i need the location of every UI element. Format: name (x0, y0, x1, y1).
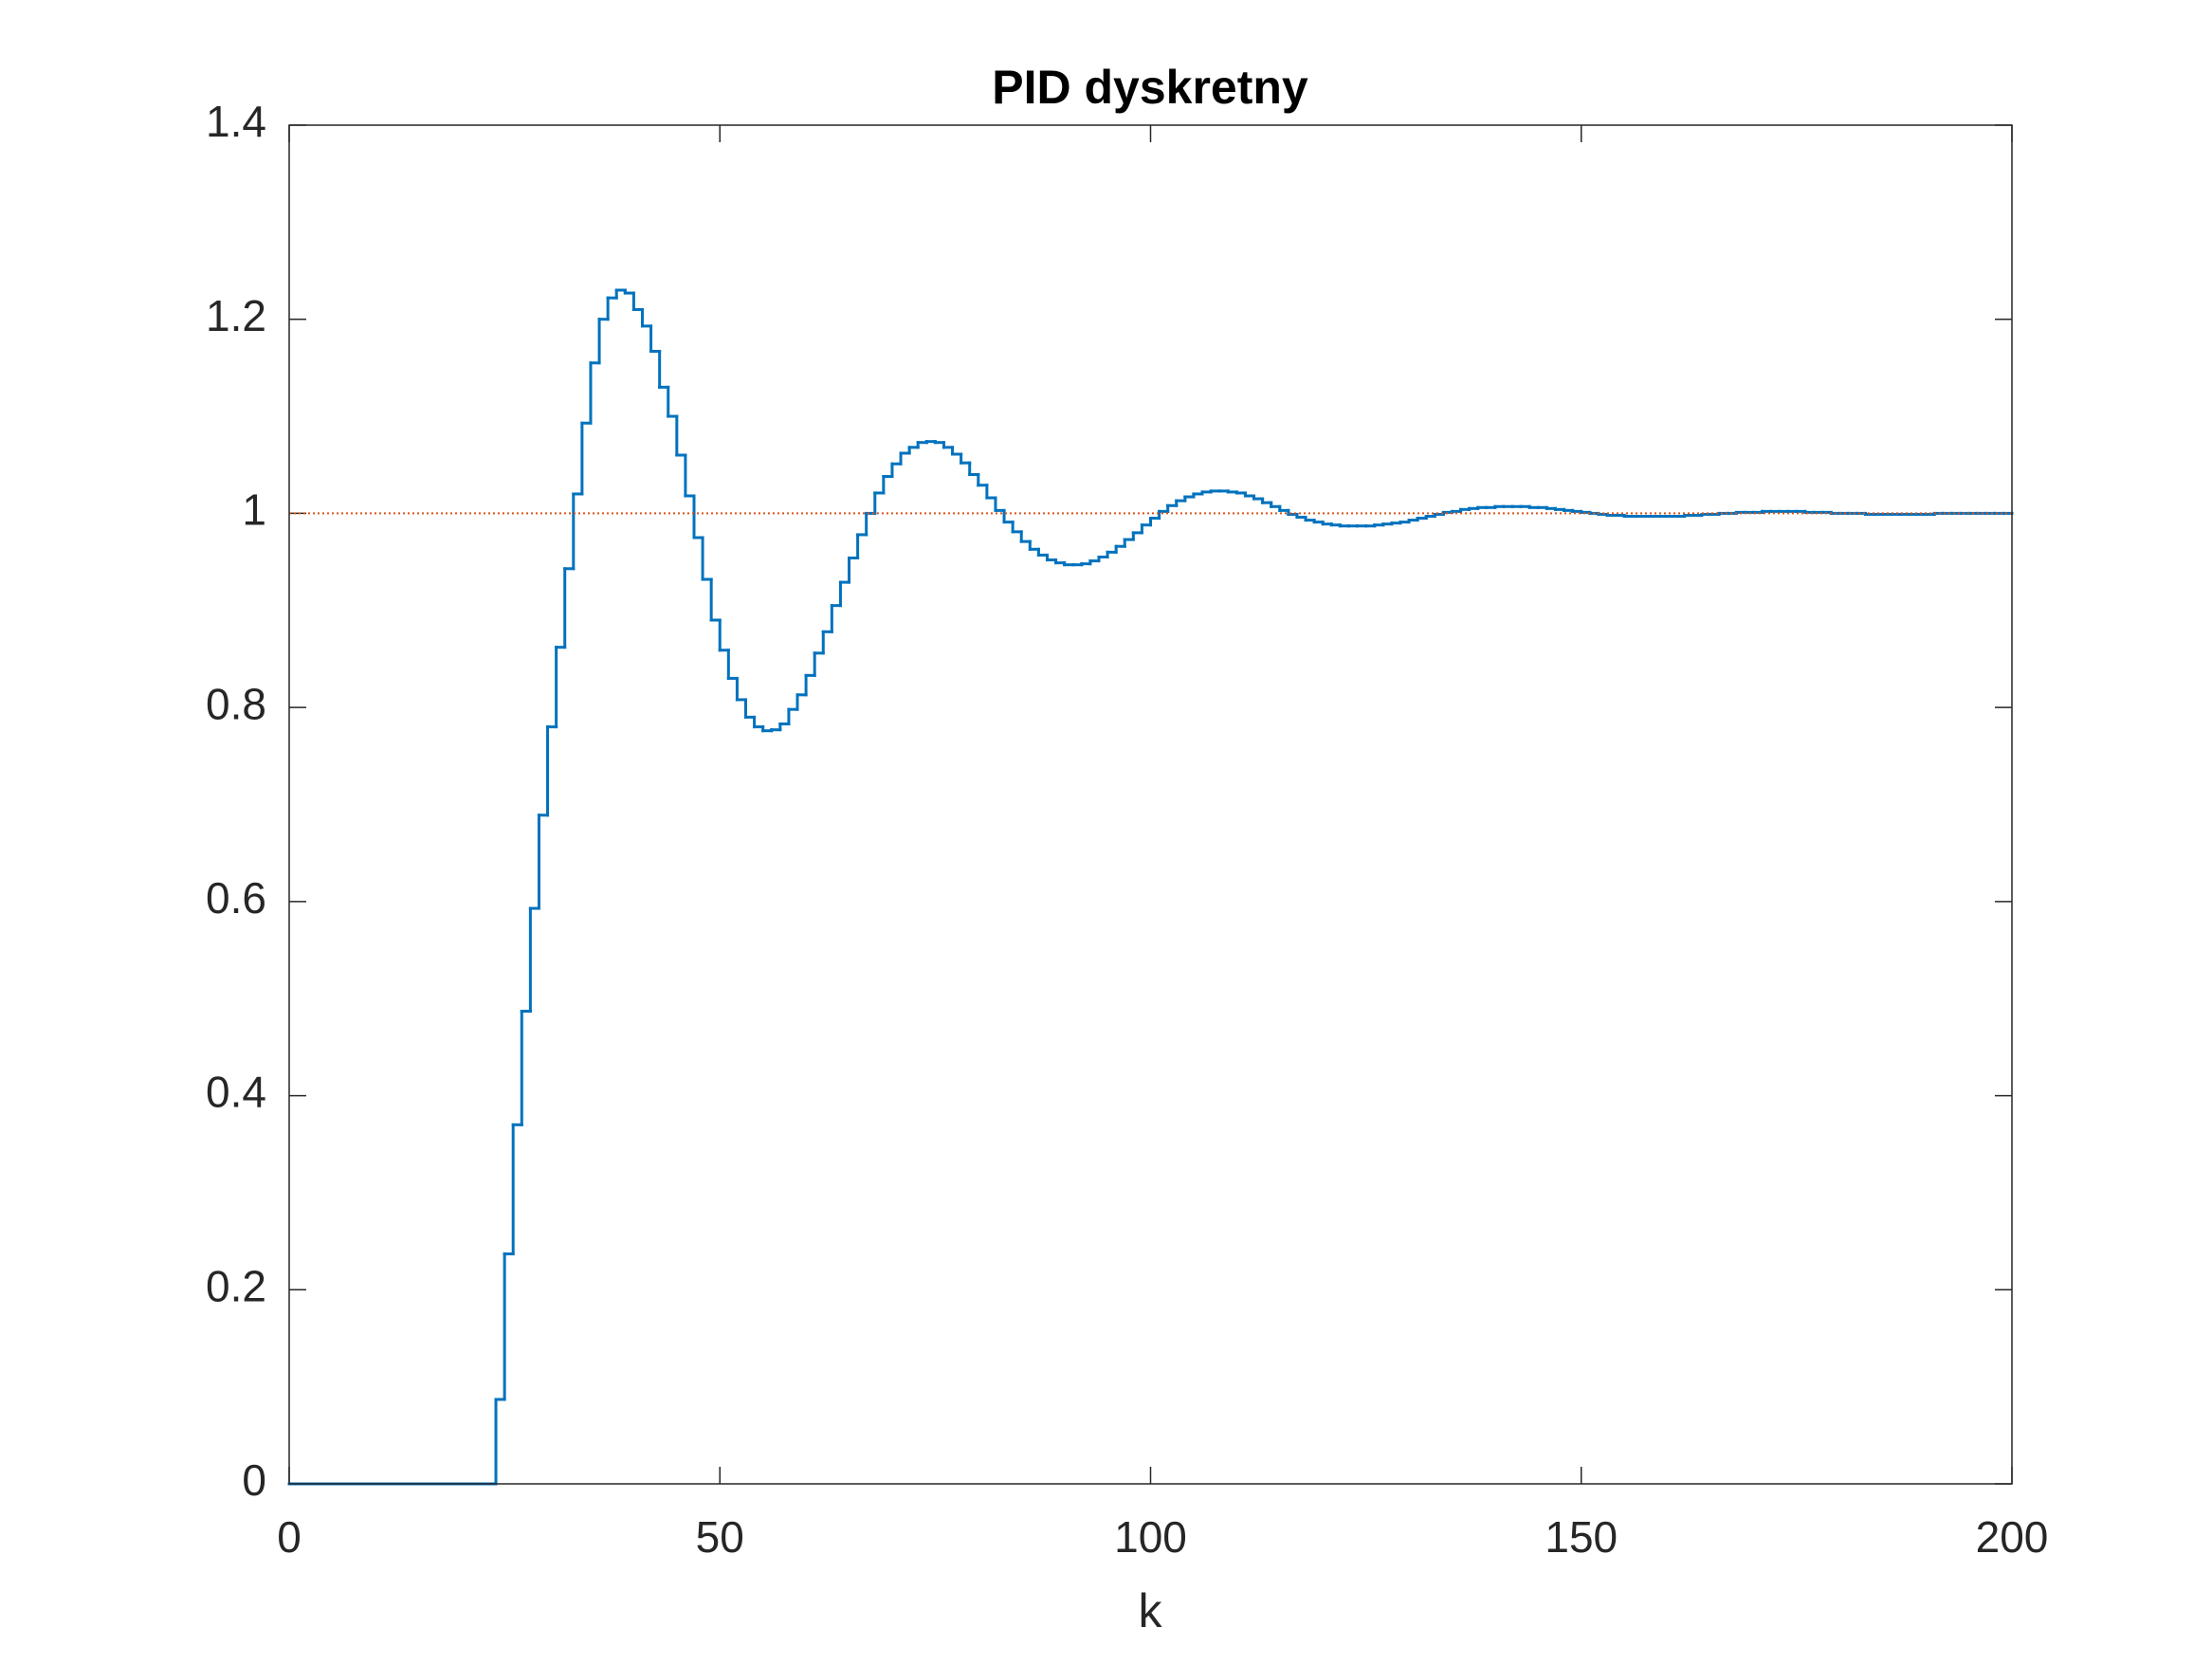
x-tick-label: 50 (696, 1512, 744, 1562)
y-tick-label: 0.6 (206, 873, 266, 923)
y-tick-label: 0.4 (206, 1068, 266, 1117)
x-tick-label: 0 (277, 1512, 302, 1562)
x-tick-label: 200 (1976, 1512, 2049, 1562)
y-tick-label: 0 (242, 1455, 266, 1505)
chart-title: PID dyskretny (992, 61, 1308, 114)
y-tick-label: 1 (242, 485, 266, 535)
x-tick-label: 100 (1114, 1512, 1187, 1562)
y-tick-label: 0.2 (206, 1261, 266, 1310)
axes-box (288, 124, 2013, 1485)
y-tick-label: 0.8 (206, 679, 266, 728)
x-tick-label: 150 (1545, 1512, 1618, 1562)
x-axis-label: k (1139, 1584, 1163, 1637)
y-tick-label: 1.4 (206, 97, 266, 146)
y-tick-label: 1.2 (206, 291, 266, 340)
plot-area (289, 125, 2012, 1484)
